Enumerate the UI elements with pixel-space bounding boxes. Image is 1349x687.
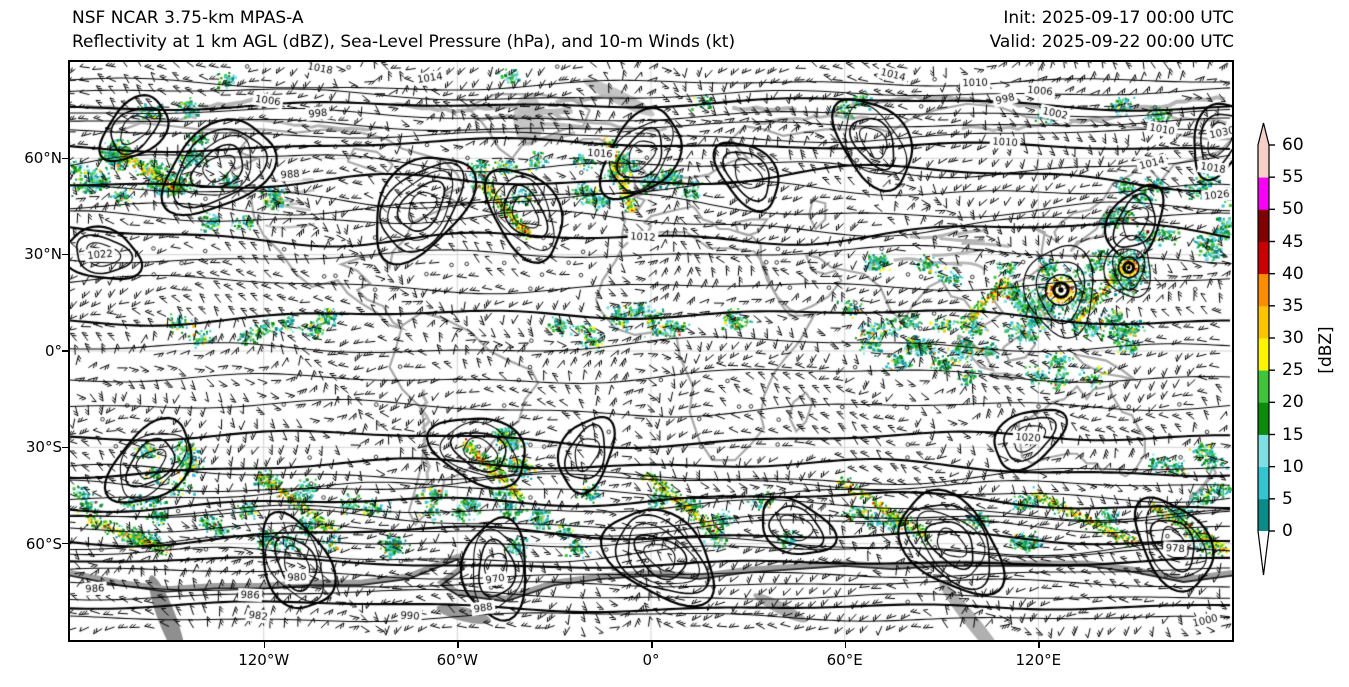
y-axis-tick (62, 157, 68, 159)
colorbar-tick-15: 15 (1282, 424, 1304, 445)
y-axis-tick (62, 446, 68, 448)
lon-label-120w: 120°W (238, 651, 290, 669)
colorbar (1257, 122, 1275, 576)
figure-title: NSF NCAR 3.75-km MPAS-A (72, 8, 304, 28)
map-plot-area (68, 60, 1234, 642)
lat-label-60n: 60°N (24, 149, 62, 167)
weather-map-canvas (70, 62, 1232, 640)
lat-label-30s: 30°S (25, 438, 62, 456)
lon-label-60w: 60°W (436, 651, 478, 669)
figure-subtitle: Reflectivity at 1 km AGL (dBZ), Sea-Leve… (72, 32, 736, 52)
colorbar-tick-60: 60 (1282, 135, 1304, 155)
colorbar-tick-55: 55 (1282, 167, 1304, 188)
lon-label-60e: 60°E (826, 651, 863, 669)
figure-title-block: NSF NCAR 3.75-km MPAS-A Reflectivity at … (72, 6, 735, 54)
colorbar-segment (1258, 145, 1269, 178)
colorbar-segment (1258, 402, 1269, 435)
y-axis-tick (62, 350, 68, 352)
colorbar-segment (1258, 498, 1269, 532)
colorbar-segment (1258, 305, 1269, 339)
colorbar-tick-45: 45 (1282, 231, 1304, 252)
colorbar-tick-10: 10 (1282, 456, 1304, 477)
lat-label-0: 0° (44, 342, 62, 360)
lat-label-30n: 30°N (24, 245, 62, 263)
lon-label-0: 0° (642, 651, 660, 669)
colorbar-tick-50: 50 (1282, 199, 1304, 220)
x-axis-tick (263, 642, 266, 648)
valid-time: Valid: 2025-09-22 00:00 UTC (989, 32, 1234, 52)
colorbar-segment (1258, 370, 1269, 403)
colorbar-segment (1258, 273, 1269, 307)
colorbar-extend-arrow (1258, 123, 1269, 145)
colorbar-segment (1258, 434, 1269, 468)
lat-label-60s: 60°S (25, 535, 62, 553)
colorbar-segment (1258, 241, 1269, 275)
colorbar-segment (1258, 177, 1269, 210)
y-axis-tick (62, 542, 68, 545)
init-time: Init: 2025-09-17 00:00 UTC (1003, 8, 1234, 28)
lon-label-120e: 120°E (1015, 651, 1062, 669)
colorbar-tick-40: 40 (1282, 263, 1304, 284)
x-axis-tick (1038, 642, 1040, 648)
colorbar-units-label: [dBZ] (1316, 326, 1336, 374)
x-axis-tick (651, 642, 653, 648)
figure-timestamps: Init: 2025-09-17 00:00 UTC Valid: 2025-0… (990, 6, 1234, 54)
x-axis-tick (457, 642, 459, 648)
colorbar-segment (1258, 209, 1269, 242)
x-axis-tick (844, 642, 847, 648)
colorbar-tick-25: 25 (1282, 360, 1304, 381)
colorbar-segment (1258, 338, 1269, 371)
colorbar-tick-5: 5 (1282, 488, 1293, 509)
colorbar-segment (1258, 466, 1269, 500)
colorbar-tick-20: 20 (1282, 392, 1304, 413)
colorbar-tick-0: 0 (1282, 521, 1293, 541)
colorbar-tick-30: 30 (1282, 328, 1304, 348)
colorbar-extend-arrow (1258, 531, 1269, 575)
colorbar-tick-35: 35 (1282, 295, 1304, 316)
y-axis-tick (62, 253, 68, 256)
